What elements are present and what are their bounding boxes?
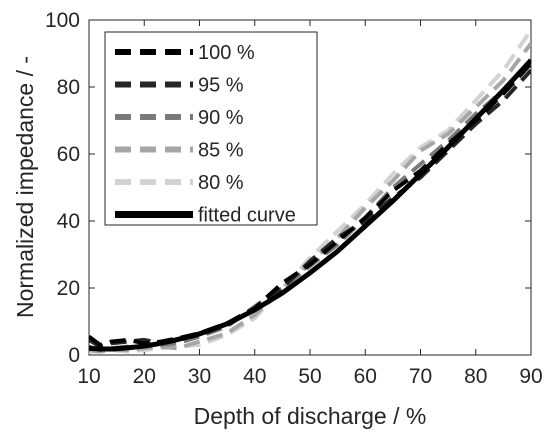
- y-tick-label: 80: [57, 76, 80, 99]
- x-tick-label: 90: [519, 365, 542, 388]
- x-tick-label: 60: [354, 365, 377, 388]
- x-tick-label: 50: [298, 365, 321, 388]
- series-layer: [89, 28, 531, 354]
- y-tick-label: 40: [57, 210, 80, 233]
- legend-label: 80 %: [198, 172, 244, 194]
- series-line-fitted-curve: [89, 58, 531, 352]
- legend-box: [104, 31, 318, 226]
- x-axis-label: Depth of discharge / %: [194, 403, 427, 429]
- y-axis: 0 20 40 60 80 100: [45, 9, 531, 367]
- x-tick-label: 20: [133, 365, 156, 388]
- legend-label: 95 %: [198, 75, 244, 97]
- y-tick-label: 20: [57, 277, 80, 300]
- y-axis-label: Normalized impedance / -: [12, 56, 38, 318]
- legend-label: 90 %: [198, 107, 244, 129]
- legend: 100 % 95 % 90 % 85 % 80 % fitted curve: [104, 31, 318, 227]
- x-tick-label: 80: [464, 365, 487, 388]
- x-tick-label: 30: [188, 365, 211, 388]
- legend-label: 85 %: [198, 140, 244, 162]
- legend-label: 100 %: [198, 42, 255, 64]
- y-tick-label: 0: [68, 344, 80, 367]
- x-tick-label: 10: [77, 365, 100, 388]
- y-tick-label: 100: [45, 9, 80, 32]
- legend-label: fitted curve: [198, 205, 296, 227]
- y-tick-label: 60: [57, 143, 80, 166]
- x-tick-label: 70: [409, 365, 432, 388]
- x-tick-label: 40: [243, 365, 266, 388]
- x-axis: 10 20 30 40 50 60 70 80 90: [77, 20, 543, 388]
